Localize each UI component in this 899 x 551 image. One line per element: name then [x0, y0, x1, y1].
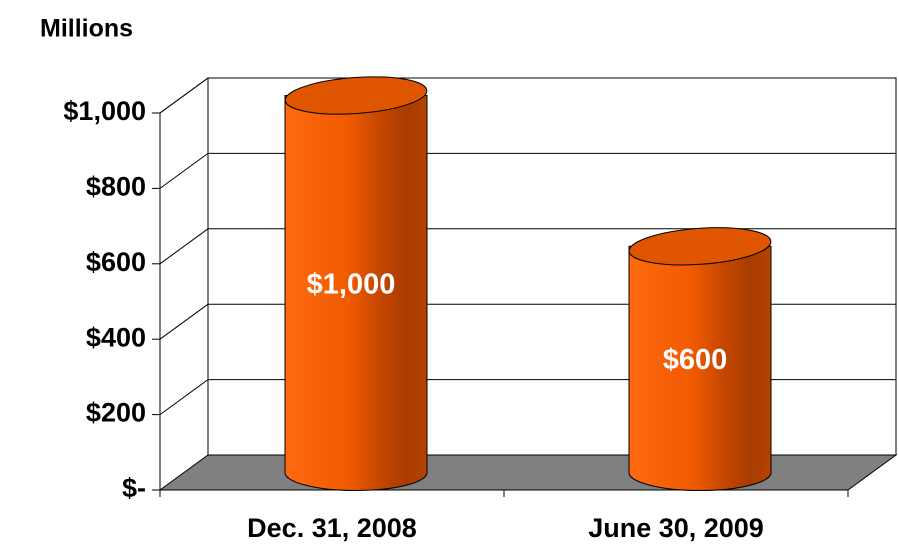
y-tick-label: $600	[86, 247, 146, 277]
x-tick-label: June 30, 2009	[588, 513, 764, 543]
value-label: $600	[663, 344, 728, 376]
y-tick-label: $-	[122, 473, 146, 503]
cylinder-top	[284, 76, 428, 115]
value-label: $1,000	[307, 269, 396, 301]
y-tick-label: $1,000	[63, 96, 146, 126]
floor	[158, 454, 898, 491]
grid-line	[159, 228, 209, 265]
grid-line	[159, 152, 209, 189]
y-tick-label: $800	[86, 172, 146, 202]
x-tick-label: Dec. 31, 2008	[247, 513, 417, 543]
grid-line	[159, 303, 209, 340]
y-tick-label: $200	[86, 398, 146, 428]
grid-line	[159, 379, 209, 416]
axis-label: Millions	[40, 15, 133, 43]
cylinder	[284, 95, 428, 491]
cylinder	[628, 245, 772, 491]
y-tick-label: $400	[86, 322, 146, 352]
cylinder-top	[628, 227, 772, 266]
grid-line	[159, 77, 209, 114]
